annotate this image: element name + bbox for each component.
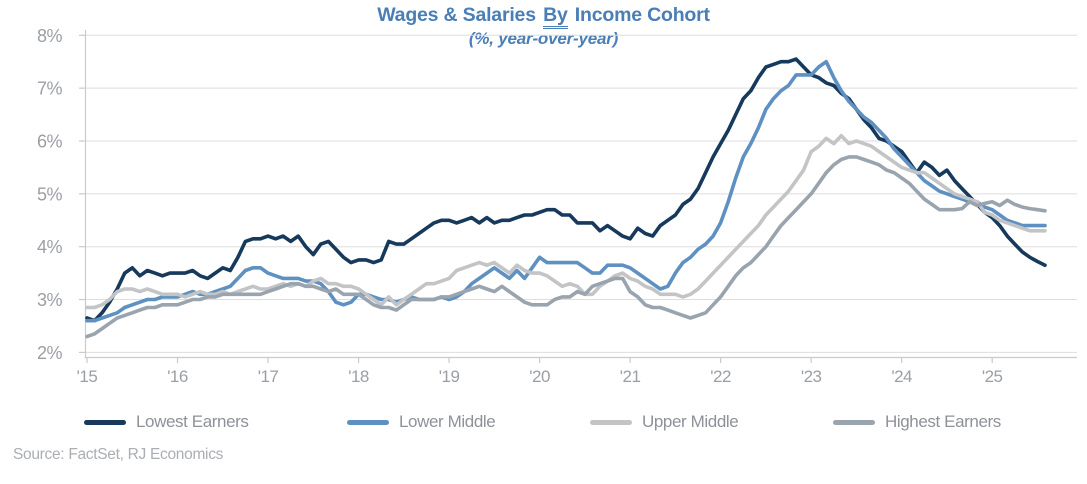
legend-swatch-lowest-earners — [84, 419, 126, 425]
x-tick-label: '15 — [77, 367, 98, 386]
legend-item-upper-middle: Upper Middle — [590, 412, 739, 431]
series-line-lower-middle — [85, 59, 1047, 323]
legend-swatch-upper-middle — [590, 419, 632, 425]
y-tick-label: 3% — [37, 290, 63, 310]
legend-label: Highest Earners — [885, 412, 1001, 431]
y-tick-label: 7% — [37, 79, 63, 99]
legend-item-lower-middle: Lower Middle — [347, 412, 496, 431]
x-tick-label: '18 — [348, 367, 369, 386]
legend-label: Upper Middle — [642, 412, 739, 431]
x-tick-label: '19 — [439, 367, 460, 386]
y-tick-label: 5% — [37, 184, 63, 204]
x-tick-label: '21 — [620, 367, 641, 386]
y-tick-label: 4% — [37, 237, 63, 257]
legend-label: Lower Middle — [399, 412, 496, 431]
x-tick-label: '24 — [891, 367, 912, 386]
y-tick-label: 2% — [37, 343, 63, 363]
x-tick-label: '20 — [529, 367, 550, 386]
series-line-lowest-earners — [85, 57, 1047, 323]
x-tick-label: '25 — [982, 367, 1003, 386]
x-tick-label: '16 — [167, 367, 188, 386]
legend-item-lowest-earners: Lowest Earners — [84, 412, 249, 431]
legend-swatch-highest-earners — [833, 419, 875, 425]
y-tick-label: 6% — [37, 132, 63, 152]
x-tick-label: '22 — [710, 367, 731, 386]
source-note: Source: FactSet, RJ Economics — [13, 446, 224, 463]
legend-swatch-lower-middle — [347, 419, 389, 425]
x-tick-label: '17 — [258, 367, 279, 386]
y-tick-label: 8% — [37, 26, 63, 46]
series-line-upper-middle — [85, 133, 1047, 310]
legend-label: Lowest Earners — [136, 412, 249, 431]
series-line-highest-earners — [85, 155, 1047, 339]
x-tick-label: '23 — [801, 367, 822, 386]
legend-item-highest-earners: Highest Earners — [833, 412, 1001, 431]
